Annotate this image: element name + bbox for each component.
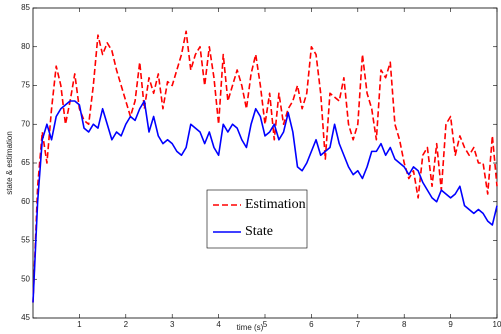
- x-tick-label: 3: [170, 320, 175, 329]
- legend-box: [206, 189, 308, 249]
- x-tick-label: 2: [124, 320, 129, 329]
- x-tick-label: 4: [216, 320, 221, 329]
- x-axis-label: time (s): [237, 323, 264, 332]
- x-tick-label: 1: [77, 320, 82, 329]
- x-tick-label: 7: [356, 320, 361, 329]
- y-axis-label: state & estimation: [5, 131, 14, 195]
- y-tick-label: 55: [21, 236, 30, 245]
- x-tick-label: 6: [309, 320, 314, 329]
- series-line: [32, 100, 498, 303]
- y-tick-label: 60: [21, 197, 30, 206]
- plot-area: [32, 7, 498, 319]
- y-tick-label: 85: [21, 3, 30, 12]
- y-tick-label: 70: [21, 119, 30, 128]
- y-tick-label: 50: [21, 274, 30, 283]
- legend: Estimation State: [206, 189, 308, 249]
- y-tick-label: 75: [21, 81, 30, 90]
- x-tick-label: 8: [402, 320, 407, 329]
- legend-label: Estimation: [245, 197, 306, 212]
- legend-label: State: [245, 224, 273, 239]
- x-tick-label: 9: [448, 320, 453, 329]
- x-tick-label: 5: [263, 320, 268, 329]
- x-tick-label: 10: [493, 320, 501, 329]
- y-tick-label: 45: [21, 313, 30, 322]
- y-tick-label: 80: [21, 42, 30, 51]
- y-tick-label: 65: [21, 158, 30, 167]
